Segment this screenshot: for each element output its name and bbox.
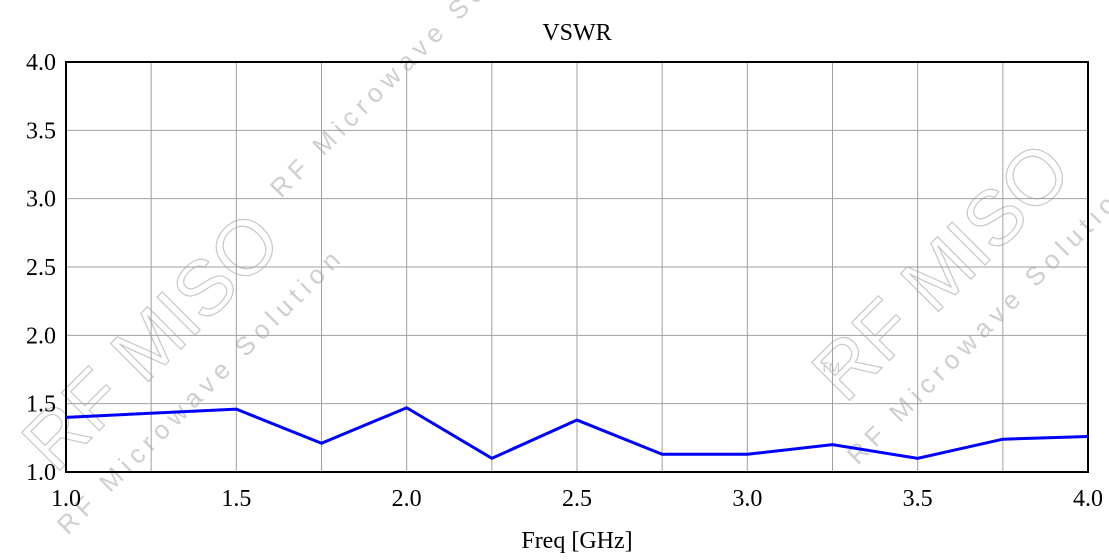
x-tick-label: 4.0 <box>1073 486 1103 512</box>
y-tick-label: 4.0 <box>26 50 56 76</box>
x-tick-label: 2.0 <box>392 486 422 512</box>
series-group <box>65 406 1089 461</box>
y-tick-label: 1.5 <box>26 392 56 418</box>
x-tick-label: 2.5 <box>562 486 592 512</box>
y-tick-label: 2.0 <box>26 323 56 349</box>
vswr-series-line <box>65 406 1089 461</box>
x-tick-label: 1.0 <box>51 486 81 512</box>
plot-frame <box>65 61 1089 473</box>
x-tick-label: 1.5 <box>221 486 251 512</box>
x-axis-ticks: 1.0 1.5 2.0 2.5 3.0 3.5 4.0 <box>51 486 1103 512</box>
y-tick-label: 3.0 <box>26 187 56 213</box>
chart-title: VSWR <box>542 20 611 46</box>
watermark-trademark: TM <box>820 359 840 375</box>
x-tick-label: 3.0 <box>732 486 762 512</box>
x-tick-label: 3.5 <box>903 486 933 512</box>
y-tick-label: 1.0 <box>26 460 56 486</box>
x-axis-label: Freq [GHz] <box>521 528 632 554</box>
y-tick-label: 2.5 <box>26 255 56 281</box>
y-tick-label: 3.5 <box>26 118 56 144</box>
watermark-logo: RF Microwave Solution <box>264 0 563 203</box>
watermark-tagline: RF Microwave Solution <box>264 0 563 203</box>
y-axis-ticks: 1.0 1.5 2.0 2.5 3.0 3.5 4.0 <box>26 50 56 486</box>
